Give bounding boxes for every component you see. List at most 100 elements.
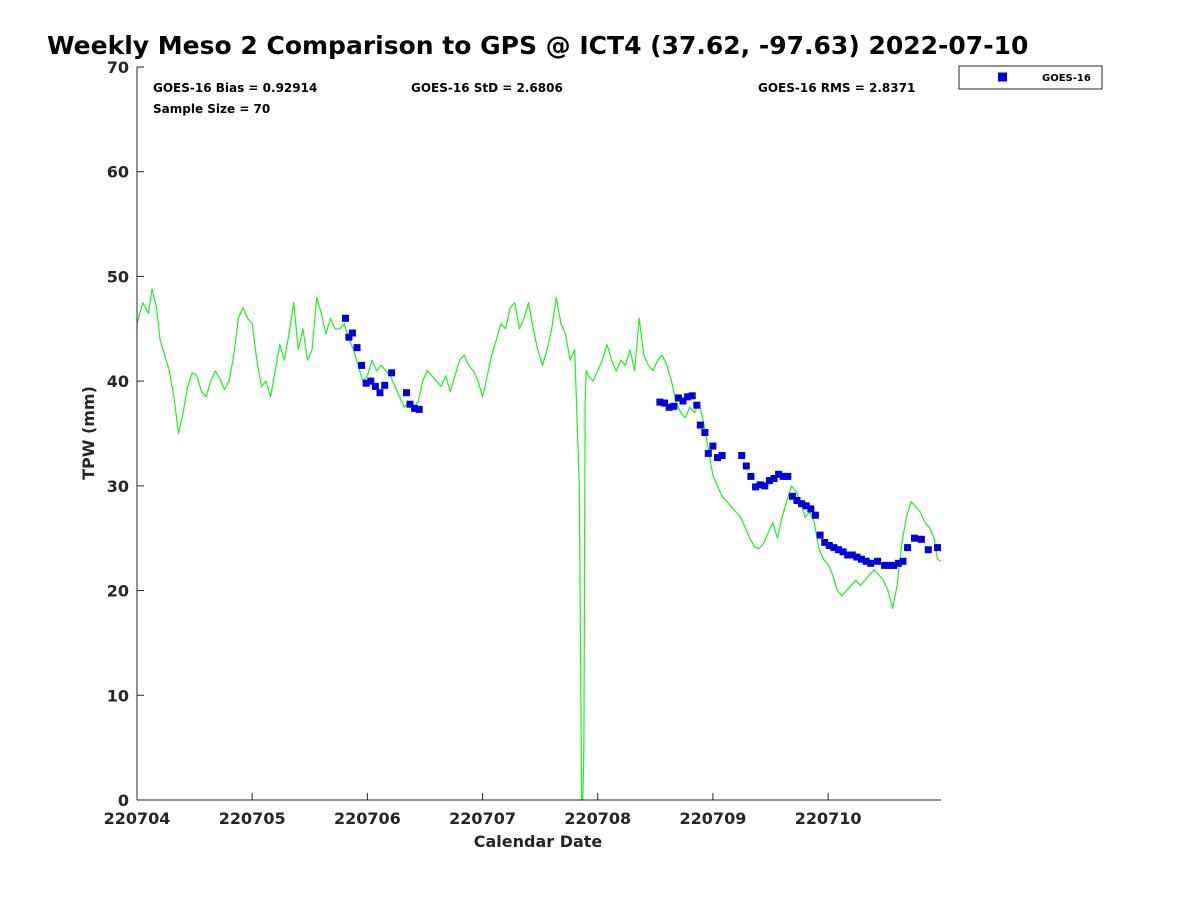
legend-marker-goes-16 <box>998 72 1007 82</box>
bias-annotation: GOES-16 Bias = 0.92914 <box>153 81 317 95</box>
goes-16-point <box>342 314 349 322</box>
goes-16-point <box>816 531 824 539</box>
goes-16-point <box>924 546 932 554</box>
goes-16-point <box>881 561 889 569</box>
goes-16-point <box>742 462 750 470</box>
y-ticks: 0 10 20 30 40 50 60 70 <box>107 58 144 810</box>
goes-16-point <box>793 497 801 504</box>
legend-label-goes-16: GOES-16 <box>1042 73 1091 84</box>
goes-16-point <box>411 404 419 412</box>
goes-16-point <box>858 555 865 563</box>
goes-16-point <box>807 505 815 513</box>
goes-16-point <box>661 399 669 407</box>
y-tick-label: 0 <box>118 791 129 810</box>
goes-16-point <box>693 401 701 409</box>
goes-16-point <box>688 392 696 400</box>
goes-16-point <box>656 398 664 406</box>
goes-16-point <box>348 329 356 337</box>
goes-16-point <box>765 477 773 485</box>
goes-marker-layer <box>342 314 941 569</box>
x-tick-label: 220708 <box>564 809 631 828</box>
goes-16-point <box>709 442 717 450</box>
goes-16-point <box>665 403 673 411</box>
goes-16-point <box>862 557 870 565</box>
goes-16-point <box>371 382 379 390</box>
goes-16-point <box>674 394 682 402</box>
goes-16-point <box>756 481 764 489</box>
goes-16-point <box>911 534 918 542</box>
x-tick-label: 220707 <box>449 809 516 828</box>
stats-annotations: GOES-16 Bias = 0.92914 GOES-16 StD = 2.6… <box>153 81 915 116</box>
goes-16-point <box>802 502 810 510</box>
goes-16-point <box>835 546 842 554</box>
goes-16-point <box>684 393 692 401</box>
sample-size-annotation: Sample Size = 70 <box>153 102 270 116</box>
goes-16-point <box>830 544 838 552</box>
goes-16-point <box>353 344 361 352</box>
y-tick-label: 50 <box>107 267 129 286</box>
goes-16-point <box>362 379 370 387</box>
goes-16-point <box>761 482 769 490</box>
rms-annotation: GOES-16 RMS = 2.8371 <box>758 81 915 95</box>
goes-16-point <box>403 389 410 397</box>
x-tick-label: 220709 <box>680 809 747 828</box>
goes-16-point <box>885 561 893 569</box>
goes-16-point <box>811 511 819 519</box>
goes-16-point <box>894 559 902 567</box>
goes-16-point <box>874 557 882 565</box>
goes-16-point <box>747 472 755 480</box>
goes-16-point <box>798 500 806 508</box>
goes-16-point <box>788 492 796 500</box>
goes-16-point <box>738 452 746 459</box>
goes-16-point <box>679 397 687 405</box>
goes-16-point <box>406 400 414 408</box>
y-tick-label: 40 <box>107 372 129 391</box>
std-annotation: GOES-16 StD = 2.6806 <box>411 81 563 95</box>
goes-16-point <box>388 369 396 377</box>
gps-tpw-line <box>136 288 942 801</box>
goes-16-point <box>848 551 856 559</box>
goes-16-point <box>825 542 833 549</box>
goes-16-point <box>696 421 704 429</box>
goes-16-point <box>701 429 709 436</box>
legend-box <box>958 65 1103 90</box>
y-tick-label: 70 <box>107 58 129 77</box>
goes-16-point <box>358 361 366 369</box>
goes-16-point <box>899 557 907 565</box>
y-tick-label: 30 <box>107 477 129 496</box>
goes-16-point <box>714 454 721 462</box>
axes <box>136 67 941 801</box>
gps-line-layer <box>136 288 942 801</box>
goes-16-point <box>867 559 875 567</box>
goes-16-point <box>890 561 898 569</box>
goes-16-point <box>904 544 912 552</box>
plot-background <box>137 67 941 800</box>
goes-16-point <box>839 548 847 556</box>
goes-16-point <box>917 535 925 543</box>
goes-16-point <box>821 538 829 546</box>
chart-title: Weekly Meso 2 Comparison to GPS @ ICT4 (… <box>47 31 1028 60</box>
goes-16-point <box>853 553 861 561</box>
x-tick-label: 220704 <box>104 809 171 828</box>
x-tick-label: 220706 <box>334 809 401 828</box>
x-ticks: 220704 220705 220706 220707 220708 220709 2207… <box>104 793 862 828</box>
goes-16-point <box>784 472 792 480</box>
y-tick-label: 20 <box>107 582 129 601</box>
x-tick-label: 220710 <box>795 809 862 828</box>
y-tick-label: 10 <box>107 686 129 705</box>
x-axis-label: Calendar Date <box>474 832 603 851</box>
y-axis-label: TPW (mm) <box>79 386 98 480</box>
goes-16-point <box>775 470 783 478</box>
goes-16-point <box>670 402 678 410</box>
goes-16-point <box>415 405 423 413</box>
legend: GOES-16 <box>958 65 1103 90</box>
plot-area <box>137 67 941 800</box>
goes-16-point <box>934 544 941 552</box>
goes-16-point <box>704 449 712 457</box>
goes-16-point <box>770 475 778 482</box>
goes-16-point <box>345 333 353 341</box>
goes-16-point <box>381 381 389 389</box>
y-tick-label: 60 <box>107 163 129 182</box>
goes-16-point <box>718 452 726 459</box>
